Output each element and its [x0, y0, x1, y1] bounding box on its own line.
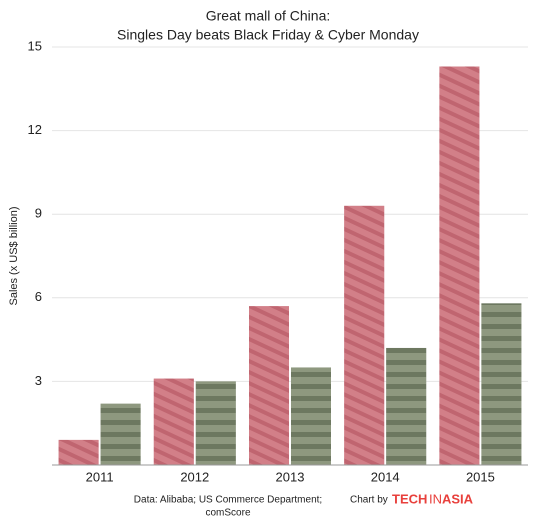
x-tick-label: 2011 — [86, 469, 114, 484]
bar-texture — [195, 381, 236, 465]
bar-texture — [153, 378, 194, 465]
source: comScore — [205, 508, 250, 519]
y-axis-label: Sales (x US$ billion) — [8, 206, 20, 305]
x-tick-label: 2014 — [371, 469, 400, 484]
bar-texture — [439, 66, 480, 466]
logo: ASIA — [442, 491, 474, 506]
bar-texture — [386, 347, 427, 465]
bar-texture — [291, 367, 331, 465]
y-tick-label: 9 — [35, 206, 42, 221]
chart-subtitle: Singles Day beats Black Friday & Cyber M… — [117, 27, 419, 43]
x-tick-label: 2013 — [276, 469, 305, 484]
bar-texture — [481, 303, 522, 465]
credit: Chart by — [350, 495, 388, 506]
bar-texture — [344, 205, 385, 465]
y-tick-label: 6 — [35, 289, 42, 304]
logo: TECH — [392, 491, 427, 506]
bar-texture — [249, 306, 289, 465]
y-tick-label: 12 — [28, 122, 42, 137]
y-tick-label: 15 — [28, 38, 42, 53]
logo: IN — [429, 491, 442, 506]
x-tick-label: 2015 — [466, 469, 495, 484]
bar-texture — [58, 439, 99, 465]
chart-title: Great mall of China: — [206, 8, 331, 24]
y-tick-label: 3 — [35, 373, 42, 388]
x-tick-label: 2012 — [180, 469, 209, 484]
source: Data: Alibaba; US Commerce Department; — [134, 495, 322, 506]
bar-texture — [100, 403, 141, 465]
